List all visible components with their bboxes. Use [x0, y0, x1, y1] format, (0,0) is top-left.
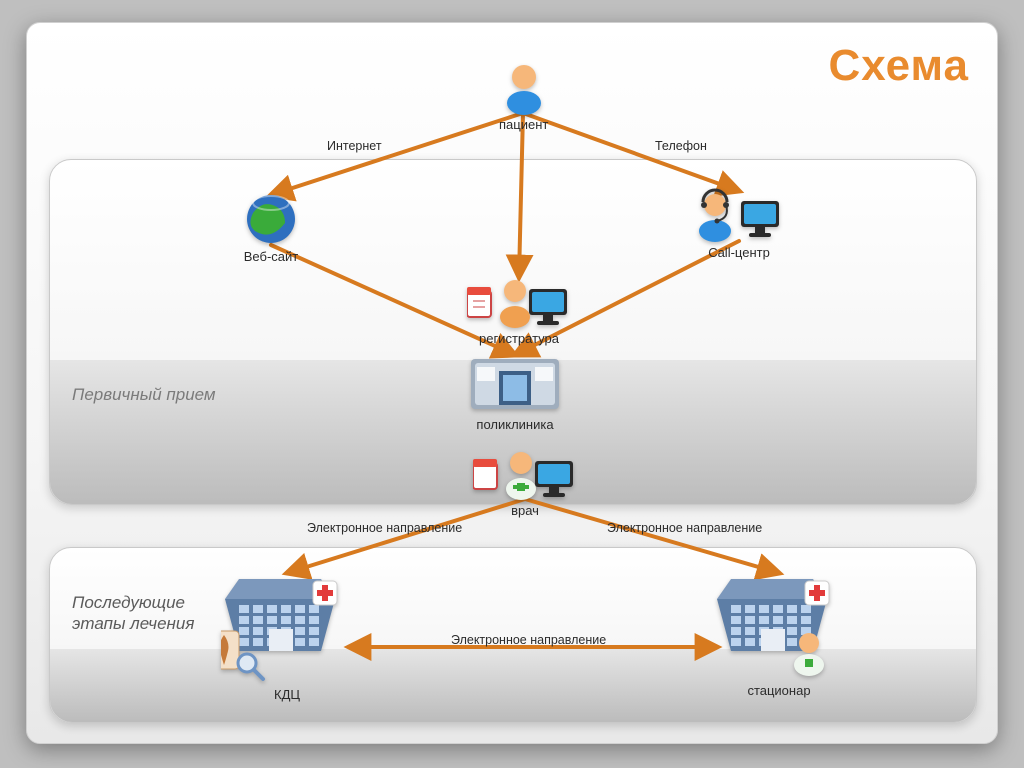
edge-label: Телефон — [655, 139, 707, 153]
panel-primary-label: Первичный прием — [72, 384, 222, 405]
edge-label: Интернет — [327, 139, 382, 153]
edge-label: Электронное направление — [307, 521, 462, 535]
panel-primary: Первичный прием — [49, 159, 977, 505]
node-patient: пациент — [499, 59, 548, 132]
edge-label: Электронное направление — [607, 521, 762, 535]
node-patient-label: пациент — [499, 117, 548, 132]
slide-frame: Схема Первичный прием Последующие этапы … — [26, 22, 998, 744]
panel-followup-label: Последующие этапы лечения — [72, 592, 222, 635]
node-doctor-label: врач — [511, 503, 539, 518]
slide-title: Схема — [829, 41, 969, 91]
panel-followup: Последующие этапы лечения — [49, 547, 977, 723]
person-blue-icon — [500, 59, 548, 115]
